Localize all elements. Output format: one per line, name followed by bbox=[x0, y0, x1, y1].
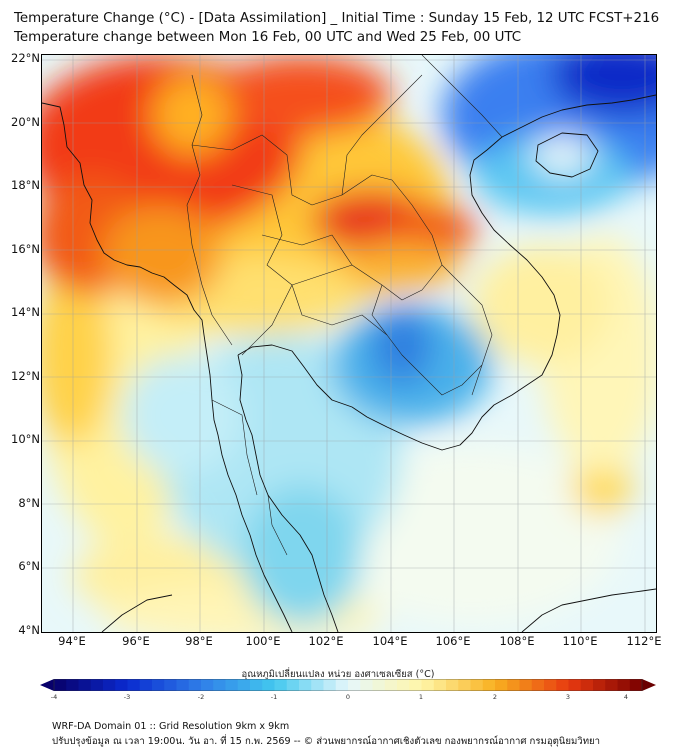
colorbar-cell bbox=[78, 679, 92, 691]
colorbar-cell bbox=[335, 679, 349, 691]
lon-label: 112°E bbox=[626, 634, 662, 648]
colorbar-cell bbox=[299, 679, 312, 691]
temperature-field bbox=[42, 55, 656, 632]
colorbar-cell bbox=[225, 679, 239, 691]
colorbar-cell bbox=[323, 679, 337, 691]
colorbar-cell bbox=[103, 679, 116, 691]
lon-label: 94°E bbox=[58, 634, 86, 648]
map-title: Temperature Change (°C) - [Data Assimila… bbox=[14, 11, 660, 26]
colorbar-min-arrow bbox=[40, 679, 54, 691]
colorbar-cell bbox=[580, 679, 594, 691]
lat-label: 6°N bbox=[18, 559, 40, 573]
colorbar-cell bbox=[286, 679, 300, 691]
colorbar-tick: -2 bbox=[197, 693, 205, 701]
colorbar-tick: 4 bbox=[623, 693, 629, 701]
colorbar-cell bbox=[115, 679, 128, 691]
lon-label: 102°E bbox=[308, 634, 344, 648]
temperature-map bbox=[41, 54, 657, 633]
lat-label: 22°N bbox=[11, 51, 40, 65]
colorbar-cell bbox=[629, 679, 643, 691]
colorbar-cell bbox=[127, 679, 141, 691]
colorbar-cell bbox=[360, 679, 373, 691]
colorbar-cell bbox=[90, 679, 104, 691]
colorbar-cell bbox=[139, 679, 153, 691]
colorbar-tick: -3 bbox=[123, 693, 131, 701]
colorbar-cell bbox=[470, 679, 484, 691]
colorbar-cell bbox=[605, 679, 618, 691]
lon-label: 106°E bbox=[435, 634, 471, 648]
colorbar-cell bbox=[568, 679, 582, 691]
colorbar-cell bbox=[213, 679, 226, 691]
colorbar-cell bbox=[495, 679, 508, 691]
lat-label: 8°N bbox=[18, 496, 40, 510]
lon-label: 100°E bbox=[245, 634, 281, 648]
lon-label: 108°E bbox=[499, 634, 535, 648]
colorbar-cell bbox=[176, 679, 190, 691]
colorbar-tick: 1 bbox=[418, 693, 424, 701]
lat-label: 20°N bbox=[11, 115, 40, 129]
colorbar-cell bbox=[274, 679, 288, 691]
colorbar-cell bbox=[311, 679, 324, 691]
colorbar-tick: 2 bbox=[492, 693, 498, 701]
colorbar-cell bbox=[54, 679, 67, 691]
lon-label: 98°E bbox=[185, 634, 213, 648]
colorbar-tick: 0 bbox=[345, 693, 351, 701]
colorbar-cell bbox=[384, 679, 398, 691]
colorbar-tick: 3 bbox=[565, 693, 571, 701]
colorbar-cell bbox=[556, 679, 569, 691]
admin-borders bbox=[186, 55, 503, 556]
colorbar-cell bbox=[446, 679, 459, 691]
colorbar-cell bbox=[372, 679, 386, 691]
map-subtitle: Temperature change between Mon 16 Feb, 0… bbox=[14, 30, 522, 45]
colorbar-cell bbox=[433, 679, 447, 691]
lat-label: 18°N bbox=[11, 178, 40, 192]
colorbar-tick: -4 bbox=[50, 693, 58, 701]
colorbar-cell bbox=[66, 679, 79, 691]
colorbar-label: อุณหภูมิเปลี่ยนแปลง หน่วย องศาเซลเซียส (… bbox=[241, 669, 435, 680]
colorbar-cell bbox=[262, 679, 275, 691]
colorbar-cell bbox=[397, 679, 410, 691]
colorbar-cell bbox=[348, 679, 361, 691]
lon-label: 110°E bbox=[562, 634, 598, 648]
lon-label: 96°E bbox=[122, 634, 150, 648]
colorbar-cell bbox=[593, 679, 606, 691]
colorbar-cell bbox=[617, 679, 631, 691]
colorbar-cell bbox=[519, 679, 533, 691]
colorbar-cell bbox=[458, 679, 471, 691]
colorbar-cell bbox=[409, 679, 422, 691]
colorbar-cell bbox=[421, 679, 435, 691]
lat-label: 14°N bbox=[11, 305, 40, 319]
graticule bbox=[42, 55, 656, 632]
colorbar-max-arrow bbox=[642, 679, 656, 691]
colorbar-cell bbox=[201, 679, 214, 691]
colorbar-cell bbox=[507, 679, 520, 691]
colorbar-cell bbox=[482, 679, 496, 691]
colorbar-cell bbox=[164, 679, 177, 691]
footer-model-info: WRF-DA Domain 01 :: Grid Resolution 9km … bbox=[52, 721, 290, 732]
colorbar-cell bbox=[188, 679, 202, 691]
lon-label: 104°E bbox=[372, 634, 408, 648]
colorbar-cell bbox=[152, 679, 165, 691]
lat-label: 12°N bbox=[11, 369, 40, 383]
colorbar-cell bbox=[237, 679, 251, 691]
lat-label: 4°N bbox=[18, 623, 40, 637]
colorbar-tick: -1 bbox=[270, 693, 278, 701]
lat-label: 10°N bbox=[11, 432, 40, 446]
colorbar bbox=[40, 679, 656, 691]
colorbar-cell bbox=[531, 679, 545, 691]
colorbar-cell bbox=[250, 679, 263, 691]
footer-credit: ปรับปรุงข้อมูล ณ เวลา 19:00น. วัน อา. ที… bbox=[52, 736, 601, 747]
lat-label: 16°N bbox=[11, 242, 40, 256]
colorbar-cell bbox=[544, 679, 557, 691]
